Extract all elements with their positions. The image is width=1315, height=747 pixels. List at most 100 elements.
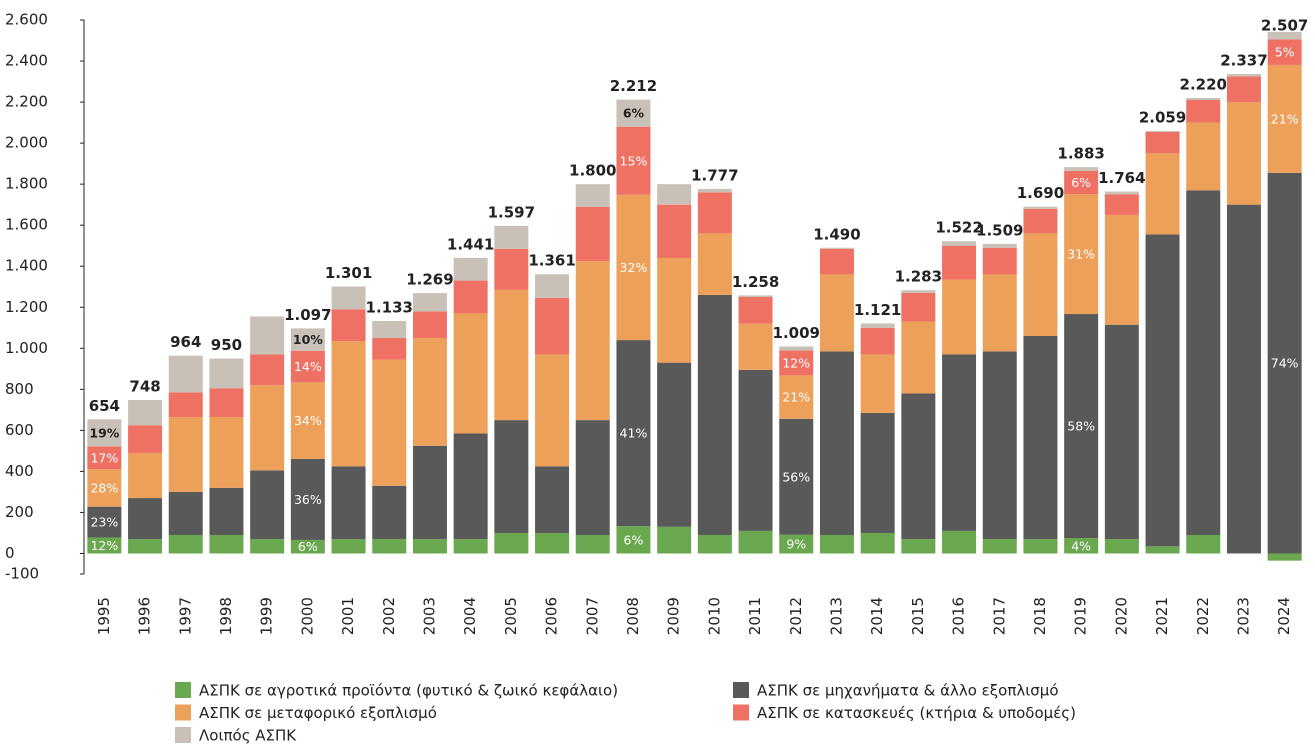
- bar-segment: [1023, 233, 1058, 336]
- bar-segment: [494, 532, 529, 554]
- x-tick-label: 2016: [950, 597, 968, 635]
- segment-label: 14%: [294, 359, 322, 374]
- bar-segment: [1267, 553, 1302, 561]
- bar-segment: [1064, 314, 1099, 539]
- bar-segment: [372, 539, 407, 554]
- segment-label: 6%: [1071, 175, 1091, 190]
- y-tick-label: 2.200: [5, 93, 48, 111]
- bar-segment: [128, 425, 163, 453]
- x-tick-label: 1996: [136, 597, 154, 635]
- x-tick-label: 2012: [787, 597, 805, 635]
- x-tick-label: 2010: [705, 597, 723, 635]
- bar-segment: [535, 354, 570, 467]
- bar-segment: [87, 469, 122, 507]
- bar-segment: [575, 261, 610, 421]
- bar-segment: [209, 417, 244, 488]
- y-tick-label: 400: [5, 462, 34, 480]
- total-label: 1.883: [1057, 145, 1104, 163]
- bar-segment: [372, 321, 407, 339]
- bar-segment: [412, 539, 447, 554]
- x-tick-label: 1995: [95, 597, 113, 635]
- bar-segment: [657, 362, 692, 527]
- segment-label: 6%: [298, 539, 318, 554]
- bar-segment: [209, 388, 244, 418]
- y-tick-label: 1.800: [5, 175, 48, 193]
- bar-segment: [453, 257, 488, 281]
- segment-label: 23%: [90, 515, 118, 530]
- bar-segment: [575, 535, 610, 554]
- legend-swatch: [733, 682, 749, 698]
- bar-segment: [982, 243, 1017, 248]
- total-label: 2.059: [1139, 109, 1186, 127]
- bar-segment: [1104, 214, 1139, 325]
- segment-label: 41%: [620, 426, 648, 441]
- bar-segment: [412, 338, 447, 446]
- bar-segment: [331, 341, 366, 467]
- legend-label: Λοιπός ΑΣΠΚ: [199, 727, 297, 745]
- bar-segment: [1145, 153, 1180, 235]
- bar-segment: [250, 316, 285, 355]
- bar-segment: [331, 286, 366, 310]
- bar-segment: [860, 327, 895, 355]
- bar-segment: [697, 188, 732, 193]
- segment-label: 32%: [620, 260, 648, 275]
- legend-swatch: [175, 704, 191, 721]
- bar-segment: [412, 293, 447, 312]
- segment-label: 34%: [294, 413, 322, 428]
- segment-label: 19%: [89, 425, 119, 440]
- bar-segment: [860, 532, 895, 554]
- segment-label: 5%: [1275, 45, 1295, 60]
- segment-label: 10%: [293, 332, 323, 347]
- bar-segment: [616, 99, 651, 127]
- bar-segment: [1186, 122, 1221, 191]
- bar-segment: [819, 248, 854, 275]
- bar-segment: [1186, 97, 1221, 101]
- x-tick-label: 2002: [380, 597, 398, 635]
- bar-segment: [738, 323, 773, 370]
- segment-label: 58%: [1067, 419, 1095, 434]
- legend-swatch: [733, 704, 749, 721]
- bar-segment: [738, 530, 773, 554]
- segment-label: 4%: [1071, 538, 1091, 553]
- total-label: 950: [211, 336, 242, 354]
- bar-segment: [87, 446, 122, 470]
- bar-segment: [616, 526, 651, 554]
- bar-segment: [494, 248, 529, 290]
- legend-label: ΑΣΠΚ σε αγροτικά προϊόντα (φυτικό & ζωικ…: [199, 682, 618, 700]
- bar-segment: [1145, 131, 1180, 132]
- bar-segment: [616, 126, 651, 195]
- bar-segment: [1023, 539, 1058, 554]
- bar-segment: [87, 419, 122, 447]
- bar-segment: [168, 355, 203, 393]
- bar-segment: [1226, 73, 1261, 77]
- total-label: 1.009: [773, 324, 820, 342]
- bar-segment: [290, 328, 325, 351]
- x-tick-label: 2006: [543, 597, 561, 635]
- total-label: 1.800: [569, 162, 616, 180]
- bar-segment: [168, 417, 203, 492]
- bar-segment: [819, 351, 854, 536]
- total-label: 748: [129, 378, 160, 396]
- legend-swatch: [175, 682, 191, 698]
- bar-segment: [453, 313, 488, 434]
- bar-segment: [1186, 535, 1221, 554]
- y-tick-label: 600: [5, 421, 34, 439]
- segment-label: 28%: [90, 480, 118, 495]
- bar-segment: [779, 534, 814, 554]
- x-tick-label: 1997: [176, 597, 194, 635]
- x-tick-label: 2011: [746, 597, 764, 635]
- bar-segment: [1064, 194, 1099, 315]
- segment-label: 17%: [90, 450, 118, 465]
- x-tick-label: 2017: [990, 597, 1008, 635]
- segment-label: 36%: [294, 492, 322, 507]
- total-label: 1.441: [447, 235, 494, 253]
- y-tick-label: 1.400: [5, 257, 48, 275]
- bar-segment: [616, 194, 651, 341]
- x-tick-label: 1998: [217, 597, 235, 635]
- bar-segment: [128, 400, 163, 426]
- bar-segment: [87, 537, 122, 554]
- bar-segment: [168, 491, 203, 536]
- legend-label: ΑΣΠΚ σε μεταφορικό εξοπλισμό: [199, 704, 437, 722]
- bar-segment: [209, 487, 244, 536]
- y-tick-label: 200: [5, 503, 34, 521]
